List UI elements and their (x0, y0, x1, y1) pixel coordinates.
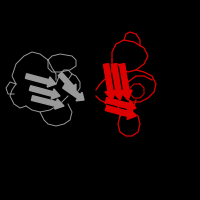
Polygon shape (68, 84, 76, 92)
Polygon shape (127, 100, 136, 112)
Polygon shape (119, 64, 129, 91)
Polygon shape (31, 96, 57, 106)
Polygon shape (25, 74, 49, 84)
Polygon shape (127, 108, 136, 120)
Polygon shape (76, 92, 84, 101)
Polygon shape (58, 72, 74, 89)
Polygon shape (113, 90, 124, 100)
Polygon shape (111, 64, 121, 91)
Polygon shape (105, 97, 129, 109)
Polygon shape (103, 64, 113, 91)
Polygon shape (121, 90, 132, 100)
Polygon shape (51, 89, 60, 99)
Polygon shape (105, 90, 116, 100)
Polygon shape (55, 99, 64, 109)
Polygon shape (47, 77, 56, 87)
Polygon shape (105, 105, 129, 117)
Polygon shape (29, 86, 53, 96)
Polygon shape (63, 84, 80, 98)
